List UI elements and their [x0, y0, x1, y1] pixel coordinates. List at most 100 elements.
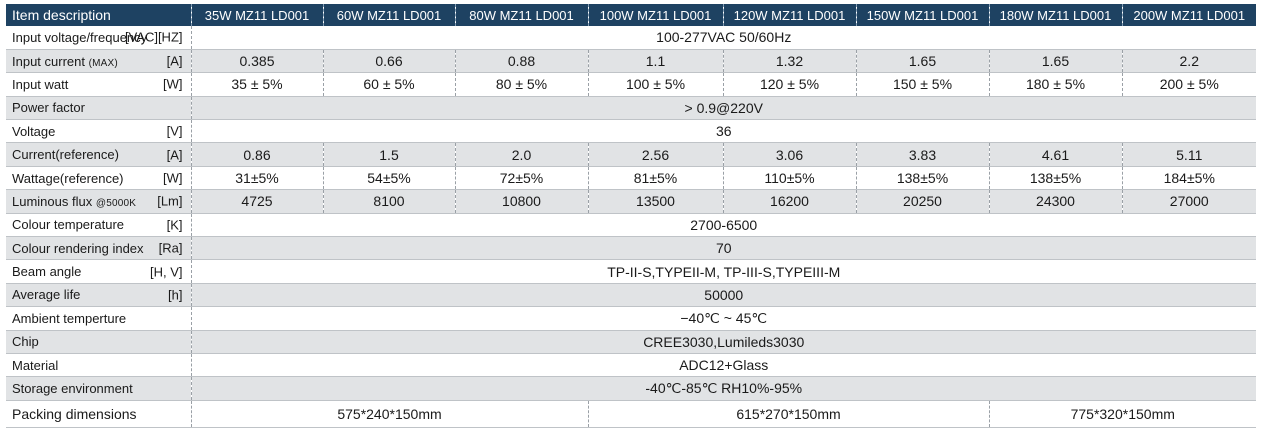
cell-value: 60 ± 5%: [322, 72, 455, 97]
row-material: Material ADC12+Glass: [6, 353, 1256, 378]
cell-value: 1.1: [587, 49, 723, 74]
row-value: 2700-6500: [191, 213, 1256, 238]
model-header: 80W MZ11 LD001: [454, 4, 588, 26]
row-unit: [V]: [166, 123, 183, 139]
cell-value: 138±5%: [855, 166, 989, 191]
row-luminous-flux: Luminous flux @5000K [Lm] 4725 8100 10800…: [6, 189, 1256, 214]
cell-value: 54±5%: [322, 166, 455, 191]
row-label: Colour temperature [K]: [6, 213, 192, 238]
model-header: 180W MZ11 LD001: [988, 4, 1122, 26]
row-label: Average life [h]: [6, 283, 192, 308]
row-label: Wattage(reference) [W]: [6, 166, 192, 191]
row-value: CREE3030,Lumileds3030: [191, 330, 1256, 354]
row-label: Voltage [V]: [6, 119, 192, 144]
cell-value: 8100: [322, 189, 455, 214]
cell-value: 0.66: [322, 49, 455, 74]
row-input-current: Input current (MAX) [A] 0.385 0.66 0.88 1…: [6, 49, 1256, 74]
cell-value: 80 ± 5%: [454, 72, 588, 97]
row-value: 100-277VAC 50/60Hz: [191, 26, 1256, 50]
row-value: −40℃ ~ 45℃: [191, 306, 1256, 331]
row-unit: [A]: [166, 147, 183, 163]
cell-value: 1.65: [855, 49, 989, 74]
cell-value: 2.56: [587, 142, 723, 167]
row-current-reference: Current(reference) [A] 0.86 1.5 2.0 2.56 …: [6, 142, 1256, 167]
cell-value: 4725: [191, 189, 323, 214]
cell-value: 1.65: [988, 49, 1122, 74]
row-value: 70: [191, 236, 1256, 261]
cell-value: 27000: [1121, 189, 1256, 214]
row-input-watt: Input watt [W] 35 ± 5% 60 ± 5% 80 ± 5% 10…: [6, 72, 1256, 97]
row-value: 50000: [191, 283, 1256, 308]
row-power-factor: Power factor > 0.9@220V: [6, 96, 1256, 121]
model-header: 100W MZ11 LD001: [587, 4, 723, 26]
row-value: ADC12+Glass: [191, 353, 1256, 378]
cell-value: 184±5%: [1121, 166, 1256, 191]
model-header: 200W MZ11 LD001: [1121, 4, 1256, 26]
row-label: Material: [6, 353, 192, 378]
row-label: Storage environment: [6, 376, 192, 401]
item-description-header: Item description: [6, 4, 191, 26]
row-value: TP-II-S,TYPEII-M, TP-III-S,TYPEIII-M: [191, 259, 1256, 284]
row-value: 36: [191, 119, 1256, 144]
cell-value: 138±5%: [988, 166, 1122, 191]
row-label: Input current (MAX) [A]: [6, 49, 192, 74]
row-unit: [K]: [166, 217, 183, 233]
row-ambient-temperature: Ambient temperture −40℃ ~ 45℃: [6, 306, 1256, 331]
row-label: Beam angle [H, V]: [6, 259, 192, 284]
cell-value: 4.61: [988, 142, 1122, 167]
row-value: -40℃-85℃ RH10%-95%: [191, 376, 1256, 401]
row-colour-rendering-index: Colour rendering index [Ra] 70: [6, 236, 1256, 261]
cell-value: 1.32: [722, 49, 856, 74]
cell-value: 5.11: [1121, 142, 1256, 167]
model-header: 35W MZ11 LD001: [190, 4, 323, 26]
cell-value: 0.385: [191, 49, 323, 74]
cell-value: 35 ± 5%: [191, 72, 323, 97]
row-unit: [H, V]: [149, 264, 183, 280]
cell-value: 200 ± 5%: [1121, 72, 1256, 97]
row-wattage-reference: Wattage(reference) [W] 31±5% 54±5% 72±5% …: [6, 166, 1256, 191]
row-label: Colour rendering index [Ra]: [6, 236, 192, 261]
row-input-voltage: Input voltage/frequency [VAC][HZ] 100-277…: [6, 26, 1256, 50]
model-header: 120W MZ11 LD001: [722, 4, 856, 26]
row-average-life: Average life [h] 50000: [6, 283, 1256, 308]
cell-value: 0.86: [191, 142, 323, 167]
cell-value: 615*270*150mm: [587, 400, 989, 428]
row-packing-dimensions: Packing dimensions 575*240*150mm 615*270…: [6, 400, 1256, 428]
row-label: Ambient temperture: [6, 306, 192, 331]
cell-value: 120 ± 5%: [722, 72, 856, 97]
row-label: Chip: [6, 330, 192, 354]
row-label: Input watt [W]: [6, 72, 192, 97]
row-storage-environment: Storage environment -40℃-85℃ RH10%-95%: [6, 376, 1256, 401]
cell-value: 31±5%: [191, 166, 323, 191]
cell-value: 20250: [855, 189, 989, 214]
row-label: Current(reference) [A]: [6, 142, 192, 167]
row-chip: Chip CREE3030,Lumileds3030: [6, 330, 1256, 354]
cell-value: 3.06: [722, 142, 856, 167]
cell-value: 81±5%: [587, 166, 723, 191]
cell-value: 13500: [587, 189, 723, 214]
row-unit: [A]: [166, 53, 183, 69]
cell-value: 2.0: [454, 142, 588, 167]
cell-value: 575*240*150mm: [191, 400, 588, 428]
cell-value: 10800: [454, 189, 588, 214]
spec-table: Item description 35W MZ11 LD001 60W MZ11…: [6, 4, 1256, 428]
row-value: > 0.9@220V: [191, 96, 1256, 121]
cell-value: 1.5: [322, 142, 455, 167]
cell-value: 16200: [722, 189, 856, 214]
row-voltage: Voltage [V] 36: [6, 119, 1256, 144]
cell-value: 24300: [988, 189, 1122, 214]
row-label: Input voltage/frequency [VAC][HZ]: [6, 26, 192, 50]
row-unit: [Lm]: [157, 193, 183, 209]
cell-value: 100 ± 5%: [587, 72, 723, 97]
row-label: Luminous flux @5000K [Lm]: [6, 189, 192, 214]
cell-value: 775*320*150mm: [988, 400, 1256, 428]
cell-value: 180 ± 5%: [988, 72, 1122, 97]
row-unit: [Ra]: [158, 240, 183, 256]
row-label: Power factor: [6, 96, 192, 121]
cell-value: 150 ± 5%: [855, 72, 989, 97]
row-unit: [VAC][HZ]: [124, 29, 183, 45]
cell-value: 110±5%: [722, 166, 856, 191]
model-header: 60W MZ11 LD001: [322, 4, 455, 26]
row-unit: [W]: [163, 76, 183, 92]
row-label: Packing dimensions: [6, 400, 192, 428]
